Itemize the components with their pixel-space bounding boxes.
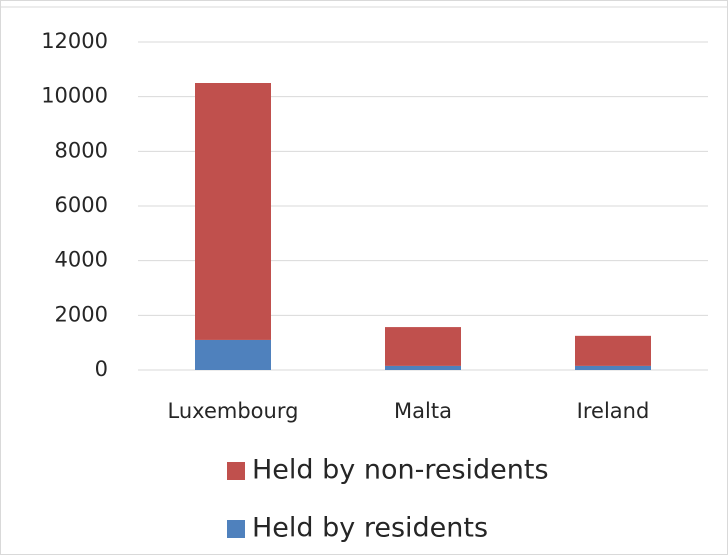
bar-segment xyxy=(575,365,651,370)
y-tick-label: 10000 xyxy=(41,84,108,108)
x-tick-label: Ireland xyxy=(577,399,650,423)
bar-segment xyxy=(385,365,461,370)
x-tick-label: Malta xyxy=(394,399,452,423)
legend-label: Held by non-residents xyxy=(252,455,549,486)
bar-segment xyxy=(195,83,271,340)
legend-swatch xyxy=(227,462,245,480)
y-tick-label: 6000 xyxy=(55,193,108,217)
y-tick-label: 0 xyxy=(95,357,108,381)
y-tick-label: 2000 xyxy=(55,302,108,326)
y-tick-label: 12000 xyxy=(41,29,108,53)
x-tick-label: Luxembourg xyxy=(168,399,299,423)
bar-segment xyxy=(195,339,271,370)
legend-swatch xyxy=(227,520,245,538)
bar-segment xyxy=(575,335,651,366)
legend-label: Held by residents xyxy=(252,513,488,544)
y-tick-label: 4000 xyxy=(55,248,108,272)
bar-segment xyxy=(385,327,461,366)
y-tick-label: 8000 xyxy=(55,138,108,162)
